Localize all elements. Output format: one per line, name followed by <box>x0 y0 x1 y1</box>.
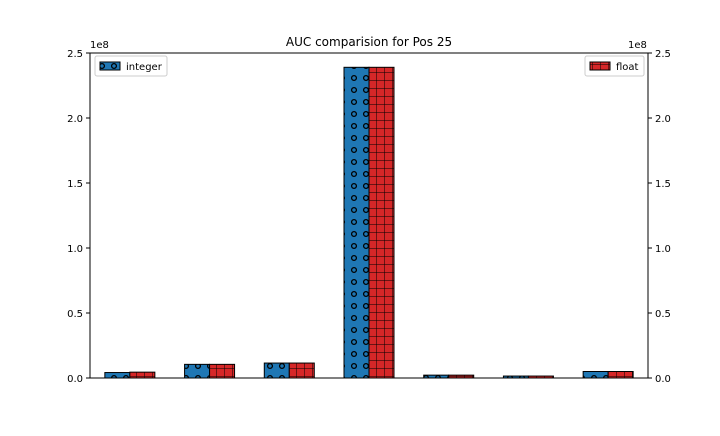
y-tick-label-left: 0.0 <box>67 374 83 385</box>
legend-integer: integer <box>94 55 168 77</box>
legend-layer: integer float <box>94 55 645 77</box>
y-tick-label-left: 0.5 <box>67 309 83 320</box>
legend-float: float <box>584 55 645 77</box>
bar-hatch-integer-0 <box>104 372 131 379</box>
legend-label: integer <box>126 62 163 73</box>
legend-box <box>94 55 168 77</box>
y-tick-label-left: 1.0 <box>67 244 83 255</box>
bar-hatch-integer-1 <box>184 363 211 379</box>
bar-hatch-float-3 <box>368 66 395 379</box>
bar-hatch-integer-3 <box>343 66 370 379</box>
bar-hatch-float-6 <box>607 371 634 379</box>
plot-frame <box>89 52 649 379</box>
legend-swatch-hatch <box>589 61 611 71</box>
y-offset-label-right: 1e8 <box>628 40 647 51</box>
y-tick-label-right: 1.0 <box>655 244 671 255</box>
chart-title: AUC comparision for Pos 25 <box>286 35 452 49</box>
bars-layer <box>104 66 634 379</box>
bar-hatch-float-0 <box>129 371 156 379</box>
y-tick-label-right: 2.0 <box>655 114 671 125</box>
y-offset-label-left: 1e8 <box>90 40 109 51</box>
y-tick-label-right: 0.5 <box>655 309 671 320</box>
y-tick-label-left: 2.0 <box>67 114 83 125</box>
y-tick-label-left: 1.5 <box>67 179 83 190</box>
bar-hatch-float-2 <box>288 362 315 379</box>
legend-box <box>584 55 645 77</box>
bar-hatch-float-1 <box>209 363 236 379</box>
y-tick-label-right: 2.5 <box>655 49 671 60</box>
y-tick-label-left: 2.5 <box>67 49 83 60</box>
bar-hatch-integer-2 <box>263 362 290 379</box>
bar-hatch-integer-6 <box>582 371 609 379</box>
y-tick-label-right: 1.5 <box>655 179 671 190</box>
legend-label: float <box>616 62 639 73</box>
legend-swatch-hatch <box>99 61 121 71</box>
axes-layer: 0.0 0.0 0.5 0.5 1.0 1.0 1.5 1.5 2.0 2.0 2.5 2.5 <box>67 49 671 385</box>
y-tick-label-right: 0.0 <box>655 374 671 385</box>
